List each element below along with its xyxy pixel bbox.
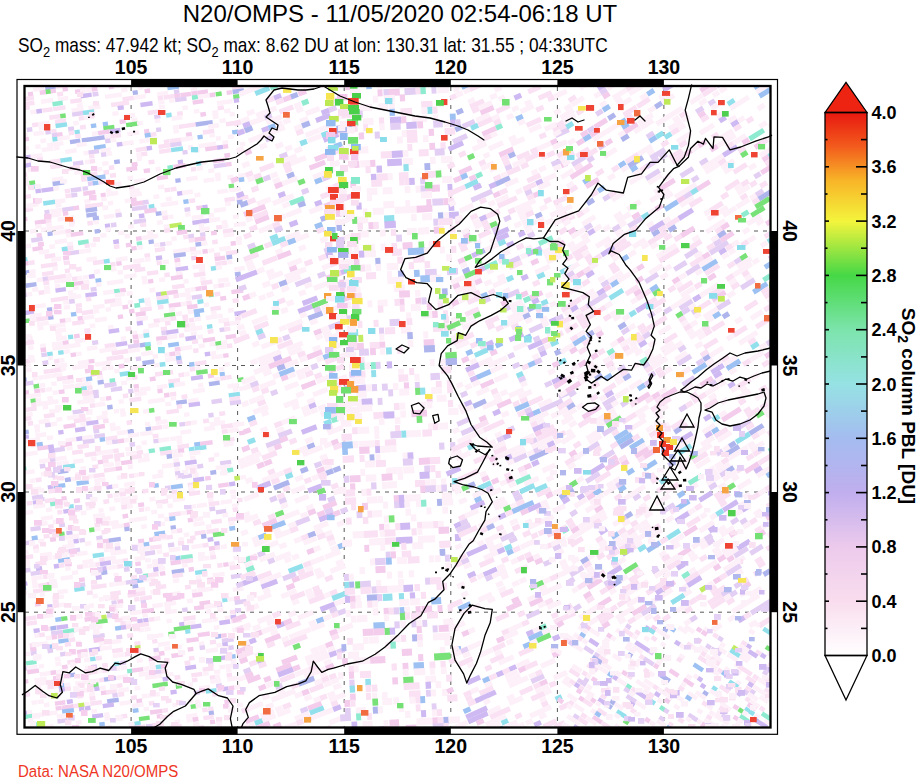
svg-text:40: 40	[779, 220, 801, 242]
svg-text:125: 125	[541, 56, 574, 78]
svg-text:0.4: 0.4	[872, 592, 897, 612]
svg-text:120: 120	[435, 735, 468, 757]
svg-text:30: 30	[779, 481, 801, 503]
svg-text:SO2 column PBL [DU]: SO2 column PBL [DU]	[895, 308, 919, 504]
svg-text:105: 105	[115, 735, 148, 757]
svg-text:110: 110	[222, 735, 254, 757]
svg-text:SO2 mass: 47.942 kt; SO2 max:: SO2 mass: 47.942 kt; SO2 max: 8.62 DU at…	[18, 34, 608, 60]
svg-text:0.8: 0.8	[872, 537, 897, 557]
svg-text:1.2: 1.2	[872, 483, 897, 503]
svg-text:115: 115	[328, 735, 360, 757]
svg-text:0.0: 0.0	[872, 646, 897, 666]
svg-text:130: 130	[648, 56, 681, 78]
svg-text:40: 40	[0, 220, 19, 242]
svg-text:Data: NASA N20/OMPS: Data: NASA N20/OMPS	[18, 761, 179, 780]
svg-text:105: 105	[115, 56, 148, 78]
svg-text:1.6: 1.6	[872, 429, 897, 449]
svg-text:35: 35	[0, 355, 19, 377]
svg-text:120: 120	[435, 56, 468, 78]
svg-text:25: 25	[779, 601, 801, 623]
svg-text:125: 125	[541, 735, 574, 757]
svg-text:25: 25	[0, 601, 19, 623]
svg-text:115: 115	[328, 56, 360, 78]
svg-text:3.2: 3.2	[872, 212, 897, 232]
svg-text:2.0: 2.0	[872, 375, 897, 395]
svg-text:2.8: 2.8	[872, 266, 897, 286]
svg-text:35: 35	[779, 355, 801, 377]
svg-text:110: 110	[222, 56, 254, 78]
svg-text:2.4: 2.4	[872, 320, 897, 340]
svg-text:4.0: 4.0	[872, 103, 897, 123]
svg-text:130: 130	[648, 735, 681, 757]
svg-text:30: 30	[0, 481, 19, 503]
svg-text:N20/OMPS - 11/05/2020 02:54-06: N20/OMPS - 11/05/2020 02:54-06:18 UT	[183, 0, 618, 27]
svg-text:3.6: 3.6	[872, 157, 897, 177]
